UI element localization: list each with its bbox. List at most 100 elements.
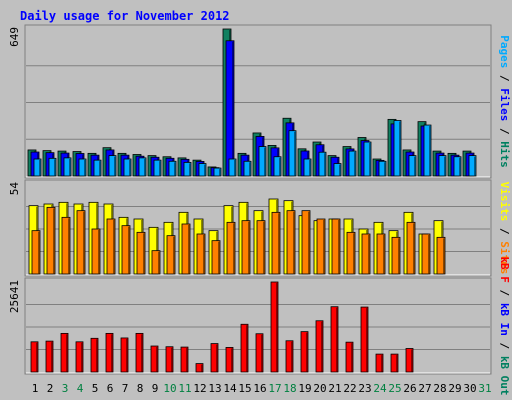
bar-kbf-day-1-shade [36, 342, 38, 372]
legend-segment: kB F [498, 256, 511, 283]
bar-sites-day-23-shade [368, 235, 370, 274]
bar-sites-day-22-shade [353, 233, 355, 274]
bar-pages-day-6 [108, 155, 117, 177]
bar-kbf-day-14 [225, 347, 234, 373]
panel-legend: kB F / kB In / kB Out [498, 256, 511, 395]
x-tick-label: 16 [253, 382, 266, 395]
bar-kbf-day-5-shade [96, 339, 98, 372]
bar-sites-day-3-shade [68, 218, 70, 274]
legend-segment: Visits [498, 182, 511, 222]
bar-pages-day-28 [438, 155, 447, 177]
bar-kbf-day-23-shade [366, 308, 368, 372]
bar-sites-day-6-shade [113, 220, 115, 274]
bar-pages-day-18 [288, 130, 297, 177]
bar-pages-day-26-shade [414, 156, 416, 176]
bar-pages-day-29-shade [459, 157, 461, 176]
legend-segment: / [498, 121, 511, 141]
bar-kbf-day-16 [255, 333, 264, 373]
bar-sites-day-9-shade [158, 251, 160, 274]
bar-pages-day-7 [123, 158, 132, 177]
bar-pages-day-8-shade [144, 158, 146, 176]
bar-kbf-day-18-shade [291, 341, 293, 372]
bar-pages-day-13 [213, 167, 222, 177]
bar-sites-day-16-shade [263, 221, 265, 274]
bar-pages-day-25-shade [399, 121, 401, 176]
bar-sites-day-13-shade [218, 241, 220, 274]
bar-pages-day-28-shade [444, 156, 446, 176]
bar-pages-day-16-shade [264, 147, 266, 176]
bar-kbf-day-7-shade [126, 338, 128, 372]
bar-sites-day-27 [421, 233, 431, 275]
y-max-label: 54 [8, 182, 21, 196]
bar-sites-day-24-shade [383, 235, 385, 274]
bar-pages-day-15 [243, 160, 252, 177]
bar-sites-day-17 [271, 211, 281, 275]
bar-pages-day-16 [258, 146, 267, 177]
x-tick-label: 31 [478, 382, 491, 395]
bar-sites-day-11-shade [188, 225, 190, 274]
bar-kbf-day-8-shade [141, 334, 143, 372]
x-tick-label: 24 [373, 382, 387, 395]
bar-kbf-day-2 [45, 340, 54, 373]
bar-kbf-day-12 [195, 363, 204, 373]
bar-sites-day-10 [166, 235, 176, 275]
bar-sites-day-5 [91, 228, 101, 275]
bar-sites-day-11 [181, 223, 191, 275]
bar-sites-day-20-shade [323, 220, 325, 274]
bar-sites-day-22 [346, 231, 356, 275]
bar-sites-day-25 [391, 236, 401, 275]
x-tick-label: 13 [208, 382, 221, 395]
x-tick-label: 8 [137, 382, 144, 395]
x-tick-label: 12 [193, 382, 206, 395]
legend-segment: / [498, 221, 511, 241]
bar-sites-day-6 [106, 218, 116, 275]
bar-kbf-day-16-shade [261, 334, 263, 372]
x-tick-label: 27 [418, 382, 431, 395]
bar-sites-day-12 [196, 233, 206, 275]
x-tick-label: 28 [433, 382, 446, 395]
bar-sites-day-21-shade [338, 220, 340, 274]
bar-pages-day-11 [183, 162, 192, 177]
bar-kbf-day-19 [300, 331, 309, 373]
x-tick-label: 4 [77, 382, 84, 395]
bar-sites-day-28 [436, 236, 446, 275]
x-tick-label: 18 [283, 382, 296, 395]
bar-sites-day-3 [61, 216, 71, 275]
bar-sites-day-1-shade [38, 231, 40, 274]
bar-pages-day-29 [453, 156, 462, 177]
bar-sites-day-18 [286, 210, 296, 275]
bar-kbf-day-11-shade [186, 348, 188, 372]
bar-sites-day-25-shade [398, 238, 400, 274]
bar-pages-day-22 [348, 150, 357, 177]
x-tick-label: 3 [62, 382, 69, 395]
bar-pages-day-21 [333, 163, 342, 177]
bar-sites-day-20 [316, 218, 326, 275]
bar-pages-day-24-shade [384, 162, 386, 176]
bar-kbf-day-10-shade [171, 347, 173, 372]
bar-pages-day-30 [468, 155, 477, 177]
x-tick-label: 5 [92, 382, 99, 395]
bar-kbf-day-19-shade [306, 332, 308, 372]
bar-pages-day-17-shade [279, 157, 281, 176]
x-tick-label: 30 [463, 382, 476, 395]
legend-segment: Files [498, 88, 511, 121]
x-tick-label: 22 [343, 382, 356, 395]
bar-kbf-day-15 [240, 323, 249, 373]
bar-pages-day-20 [318, 151, 327, 177]
bar-pages-day-2 [48, 157, 57, 177]
bar-pages-day-19-shade [309, 160, 311, 176]
bar-pages-day-19 [303, 158, 312, 177]
bar-pages-day-1-shade [39, 160, 41, 176]
x-tick-label: 11 [178, 382, 191, 395]
bar-sites-day-5-shade [98, 230, 100, 274]
legend-segment: kB In [498, 303, 511, 336]
bar-kbf-day-9 [150, 345, 159, 373]
bar-pages-day-14 [228, 158, 237, 177]
x-tick-label: 23 [358, 382, 371, 395]
chart-title: Daily usage for November 2012 [20, 9, 230, 23]
bar-kbf-day-17-shade [276, 283, 278, 372]
bar-sites-day-21 [331, 218, 341, 275]
x-tick-label: 21 [328, 382, 341, 395]
